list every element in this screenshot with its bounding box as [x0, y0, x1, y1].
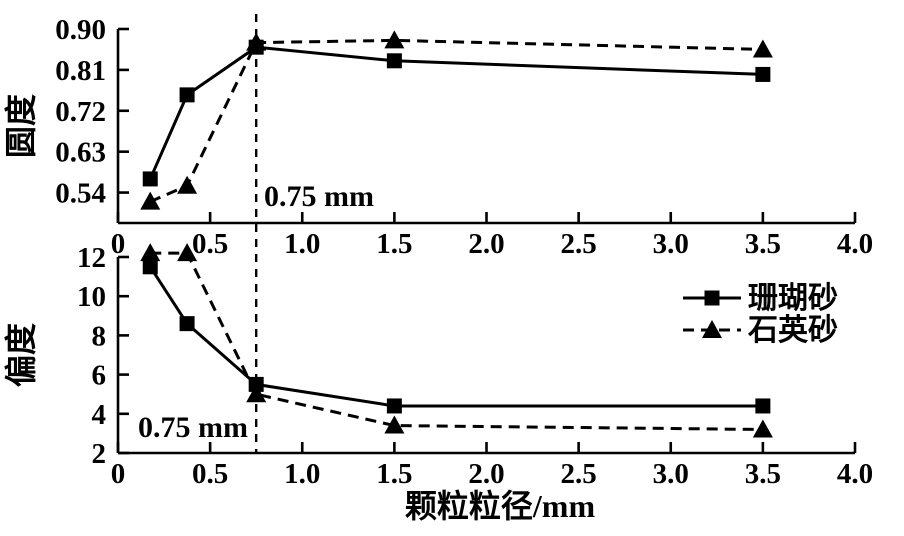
series-marker-triangle — [752, 39, 773, 58]
panel2-y-tick-label: 6 — [92, 360, 107, 392]
panel1-x-tick-label: 2.0 — [468, 228, 504, 260]
panel1-x-tick-label: 3.0 — [653, 228, 689, 260]
series-marker-square — [142, 259, 158, 275]
panel1-y-tick-label: 0.90 — [55, 14, 106, 46]
panel1-x-tick-label: 1.0 — [284, 228, 320, 260]
legend-marker-triangle — [702, 320, 722, 338]
series-marker-square — [755, 66, 771, 82]
series-marker-triangle — [177, 243, 198, 262]
series-marker-square — [179, 316, 195, 332]
panel1-x-tick-label: 0.5 — [192, 228, 228, 260]
panel2-x-tick-label: 2.0 — [468, 458, 504, 490]
panel1-y-tick-label: 0.81 — [55, 55, 106, 87]
series-marker-triangle — [246, 32, 267, 51]
series-marker-square — [142, 171, 158, 187]
panel2-x-tick-label: 1.5 — [376, 458, 412, 490]
panel2-x-tick-label: 0.5 — [192, 458, 228, 490]
x-axis-title: 颗粒粒径/mm — [405, 488, 596, 524]
panel2-x-tick-label: 1.0 — [284, 458, 320, 490]
panel1-x-tick-label: 2.5 — [561, 228, 597, 260]
series-marker-square — [179, 87, 195, 103]
series-marker-triangle — [177, 175, 198, 194]
legend-label: 珊瑚砂 — [748, 282, 838, 315]
panel1-y-tick-label: 0.54 — [55, 178, 106, 210]
legend-marker-square — [704, 290, 720, 306]
panel2-x-tick-label: 2.5 — [561, 458, 597, 490]
panel2-y-tick-label: 10 — [77, 281, 106, 313]
panel2-y-tick-label: 2 — [92, 438, 107, 470]
top-panel-y-axis-title: 圆度 — [3, 94, 39, 158]
panel1-x-tick-label: 0 — [111, 228, 126, 260]
series-marker-triangle — [246, 384, 267, 403]
series-marker-triangle — [384, 30, 405, 49]
threshold-annotation-bottom: 0.75 mm — [138, 411, 248, 444]
threshold-annotation-top: 0.75 mm — [264, 180, 374, 213]
series-marker-triangle — [752, 419, 773, 438]
panel1-y-tick-label: 0.72 — [55, 96, 106, 128]
series-marker-triangle — [140, 243, 161, 262]
panel2-x-tick-label: 3.5 — [745, 458, 781, 490]
panel2-y-tick-label: 4 — [92, 399, 107, 431]
panel2-y-tick-label: 8 — [92, 320, 107, 352]
series-line-square — [148, 265, 763, 408]
legend-label: 石英砂 — [747, 314, 838, 347]
bottom-panel-y-axis-title: 偏度 — [3, 323, 39, 387]
panel2-x-tick-label: 3.0 — [653, 458, 689, 490]
panel1-x-tick-label: 3.5 — [745, 228, 781, 260]
series-line-square — [148, 45, 763, 180]
series-marker-square — [755, 398, 771, 414]
series-marker-triangle — [140, 191, 161, 210]
panel1-y-tick-label: 0.63 — [55, 137, 106, 169]
series-marker-square — [386, 53, 402, 69]
series-line-triangle — [150, 251, 763, 431]
generated-chart-content: 0.540.630.720.810.900 0.5 1.0 1.5 2.0 2.5 3.0 3… — [55, 14, 873, 490]
panel2-x-tick-label: 0 — [111, 458, 126, 490]
panel2-y-tick-label: 12 — [77, 242, 106, 274]
series-marker-triangle — [384, 415, 405, 434]
series-marker-square — [386, 398, 402, 414]
panel1-x-tick-label: 4.0 — [837, 228, 873, 260]
panel1-x-tick-label: 1.5 — [376, 228, 412, 260]
panel2-x-tick-label: 4.0 — [837, 458, 873, 490]
